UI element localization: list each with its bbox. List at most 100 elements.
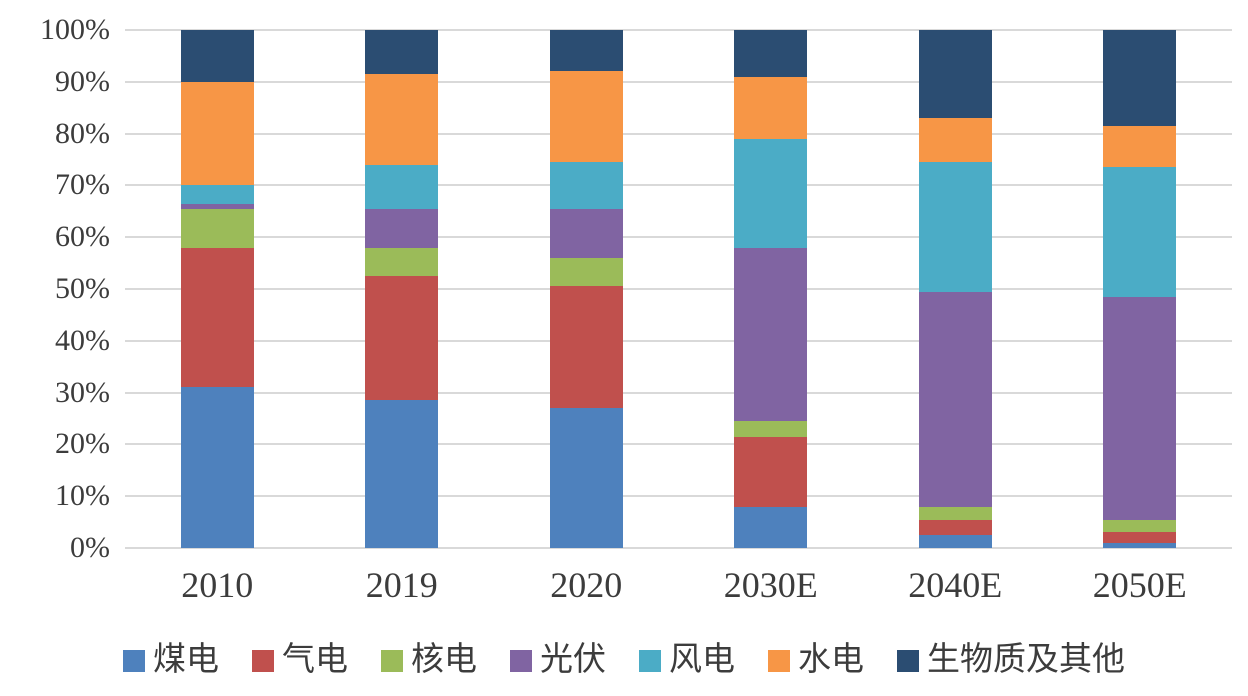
bar-segment [180,81,254,186]
bar-segment [549,408,623,548]
y-axis: 100% 90% 80% 70% 60% 50% 40% 30% 20% 10% 0% [0,0,110,696]
bar-segment [918,291,992,507]
bar-segment [365,30,439,75]
legend-label: 气电 [282,642,348,678]
bar-segment [918,118,992,163]
gridline [125,184,1232,187]
y-tick-label: 20% [55,427,110,461]
bar-segment [549,286,623,409]
bar-segment [1103,125,1177,168]
gridline [125,495,1232,498]
y-tick-label: 80% [55,116,110,150]
bar-segment [365,400,439,548]
plot-area [125,29,1232,549]
bar-segment [365,208,439,248]
legend-swatch-icon [897,649,919,672]
bar-segment [365,247,439,277]
legend-item: 水电 [768,644,864,677]
gridline [125,29,1232,31]
y-tick-label: 60% [55,220,110,254]
bar-2020 [549,30,623,548]
y-tick-label: 0% [70,531,110,564]
legend-item: 光伏 [510,644,606,677]
bar-segment [180,387,254,548]
x-tick-label: 2030E [723,565,818,605]
bar-segment [1103,519,1177,533]
gridline [125,80,1232,83]
bar-segment [918,506,992,520]
bar-segment [549,257,623,287]
bar-segment [549,30,623,72]
gridline [125,288,1232,290]
bar-segment [734,436,808,507]
legend-label: 煤电 [153,642,219,678]
bar-segment [734,76,808,139]
bar-column-2050E [1048,30,1233,548]
x-tick-label: 2020 [550,565,623,605]
bar-segment [1103,296,1177,520]
y-tick-label: 70% [55,168,110,202]
gridline [125,132,1232,135]
bar-segment [180,30,254,82]
gridline [125,339,1232,342]
legend-item: 煤电 [123,644,219,677]
bar-segment [365,276,439,401]
legend-label: 风电 [669,642,735,678]
legend-item: 气电 [252,644,348,677]
bar-segment [549,71,623,163]
bar-segment [549,208,623,258]
bar-column-2010 [125,30,310,548]
bar-segment [918,162,992,292]
bar-segment [180,247,254,388]
gridline [125,547,1232,549]
x-tick-label: 2019 [365,565,438,605]
y-tick-label: 40% [55,323,110,357]
legend-swatch-icon [510,649,532,672]
bar-2040E [918,30,992,548]
bar-column-2040E [863,30,1048,548]
bar-segment [918,535,992,548]
bar-segment [1103,542,1177,548]
legend-swatch-icon [123,649,145,672]
legend-label: 水电 [798,642,864,678]
gridline [125,443,1232,446]
bar-segment [734,506,808,548]
bar-segment [734,421,808,437]
bars-group [125,30,1232,548]
bar-segment [180,208,254,248]
x-tick-label: 2050E [1092,565,1187,605]
bar-segment [365,74,439,165]
bar-segment [1103,167,1177,297]
bar-segment [180,185,254,204]
bar-2019 [365,30,439,548]
legend-item: 生物质及其他 [897,644,1125,677]
legend: 煤电 气电 核电 光伏 风电 水电 生物质及其他 [0,644,1248,677]
legend-label: 光伏 [540,642,606,678]
bar-2010 [180,30,254,548]
y-tick-label: 50% [55,272,110,305]
bar-segment [918,30,992,119]
bar-column-2020 [494,30,679,548]
x-tick-label: 2040E [908,565,1003,605]
gridline [125,236,1232,239]
x-tick-label: 2010 [181,565,254,605]
bar-2030E [734,30,808,548]
bar-column-2019 [310,30,495,548]
legend-swatch-icon [252,649,274,672]
bar-2050E [1103,30,1177,548]
bar-segment [1103,30,1177,126]
bar-segment [1103,532,1177,543]
y-tick-label: 10% [55,479,110,513]
legend-label: 生物质及其他 [927,642,1125,678]
bar-segment [734,30,808,77]
legend-item: 核电 [381,644,477,677]
legend-swatch-icon [768,649,790,672]
y-tick-label: 100% [40,13,110,46]
bar-segment [734,247,808,422]
y-tick-label: 30% [55,375,110,409]
x-axis: 2010 2019 2020 2030E 2040E 2050E [125,565,1232,606]
bar-segment [365,164,439,209]
legend-item: 风电 [639,644,735,677]
bar-segment [918,519,992,536]
